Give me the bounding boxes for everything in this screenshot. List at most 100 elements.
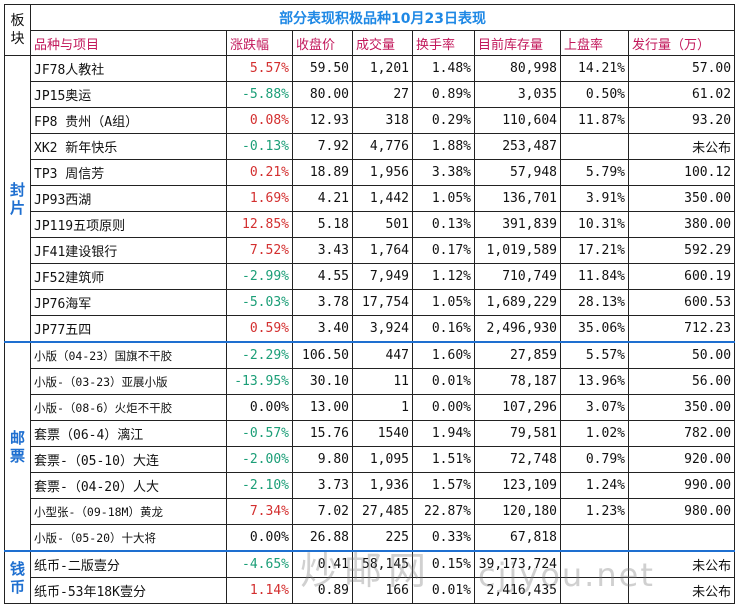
table-row: XK2 新年快乐 -0.13% 7.92 4,776 1.88% 253,487 未公布 [5, 133, 736, 160]
row-name: 小版-（03-23）亚展小版 [30, 368, 227, 395]
row-stock: 79,581 [474, 420, 561, 447]
row-rate: 0.50% [560, 81, 629, 108]
row-close: 4.55 [292, 263, 353, 290]
row-rate: 11.84% [560, 263, 629, 290]
row-turnover: 1.12% [412, 263, 475, 290]
row-issue: 712.23 [627, 315, 736, 343]
row-name: JP77五四 [30, 315, 227, 343]
col-header-close: 收盘价 [292, 30, 353, 56]
row-name: JP119五项原则 [30, 211, 227, 238]
table-row: JP93西湖 1.69% 4.21 1,442 1.05% 136,701 3.91% 350… [5, 185, 736, 212]
row-issue: 61.02 [627, 81, 736, 108]
row-change: -0.57% [226, 420, 293, 447]
row-name: XK2 新年快乐 [30, 133, 227, 160]
row-issue: 600.53 [627, 289, 736, 316]
row-close: 3.40 [292, 315, 353, 343]
row-change: 5.57% [226, 55, 293, 82]
row-turnover: 1.51% [412, 446, 475, 473]
row-close: 59.50 [292, 55, 353, 82]
row-rate: 1.23% [560, 498, 629, 525]
row-volume: 1,201 [352, 55, 413, 82]
table-title: 部分表现积极品种10月23日表现 [29, 4, 736, 31]
row-name: 套票-（05-10）大连 [30, 446, 227, 473]
row-issue: 990.00 [627, 472, 736, 499]
row-volume: 7,949 [352, 263, 413, 290]
row-name: JP93西湖 [30, 185, 227, 212]
table-row: 小型张-（09-18M）黄龙 7.34% 7.02 27,485 22.87% 120,1… [5, 498, 736, 525]
watermark-url: cjjyou.net [478, 556, 655, 594]
row-rate [560, 524, 629, 552]
table-row: JP15奥运 -5.88% 80.00 27 0.89% 3,035 0.50% 61.02 [5, 81, 736, 108]
row-change: 0.08% [226, 107, 293, 134]
row-turnover: 1.60% [412, 341, 475, 369]
row-rate: 11.87% [560, 107, 629, 134]
row-stock: 57,948 [474, 159, 561, 186]
row-volume: 1,764 [352, 237, 413, 264]
row-stock: 72,748 [474, 446, 561, 473]
row-stock: 2,496,930 [474, 315, 561, 343]
row-turnover: 0.16% [412, 315, 475, 343]
col-header-stock: 目前库存量 [474, 30, 561, 56]
row-rate: 10.31% [560, 211, 629, 238]
market-table: 板块 部分表现积极品种10月23日表现 品种与项目 涨跌幅 收盘价 成交量 换手… [4, 4, 736, 604]
row-name: 小型张-（09-18M）黄龙 [30, 498, 227, 525]
row-rate: 0.79% [560, 446, 629, 473]
row-change: 1.14% [226, 577, 293, 604]
row-issue: 350.00 [627, 185, 736, 212]
row-stock: 27,859 [474, 341, 561, 369]
table-row: 邮票 小版（04-23）国旗不干胶 -2.29% 106.50 447 1.60% 27,8… [4, 341, 736, 552]
row-name: FP8 贵州（A组） [30, 107, 227, 134]
table-row: JP76海军 -5.03% 3.78 17,754 1.05% 1,689,229 28.1… [5, 289, 736, 316]
row-stock: 1,019,589 [474, 237, 561, 264]
table-row: 套票（06-4）漓江 -0.57% 15.76 1540 1.94% 79,581 1.02… [5, 420, 736, 447]
row-change: 7.52% [226, 237, 293, 264]
table-row: JF52建筑师 -2.99% 4.55 7,949 1.12% 710,749 11.84%… [5, 263, 736, 290]
row-volume: 447 [352, 341, 413, 369]
row-name: 小版（04-23）国旗不干胶 [30, 341, 227, 369]
table-row: 小版-（05-20）十大将 0.00% 26.88 225 0.33% 67,818 [5, 524, 736, 552]
row-volume: 1540 [352, 420, 413, 447]
row-name: 纸币-二版壹分 [30, 550, 227, 578]
row-stock: 123,109 [474, 472, 561, 499]
row-change: -0.13% [226, 133, 293, 160]
row-close: 3.73 [292, 472, 353, 499]
table-row: 套票-（05-10）大连 -2.00% 9.80 1,095 1.51% 72,748 0.… [5, 446, 736, 473]
row-rate: 3.91% [560, 185, 629, 212]
row-turnover: 0.00% [412, 394, 475, 421]
row-turnover: 22.87% [412, 498, 475, 525]
row-rate [560, 577, 629, 604]
table-row: TP3 周信芳 0.21% 18.89 1,956 3.38% 57,948 5.79% 10… [5, 159, 736, 186]
row-stock: 136,701 [474, 185, 561, 212]
row-stock: 710,749 [474, 263, 561, 290]
row-issue: 未公布 [627, 577, 736, 604]
row-close: 13.00 [292, 394, 353, 421]
table-row: 小版-（03-23）亚展小版 -13.95% 30.10 11 0.01% 78,187 1… [5, 368, 736, 395]
row-close: 30.10 [292, 368, 353, 395]
row-change: 0.00% [226, 524, 293, 552]
row-rate: 5.57% [560, 341, 629, 369]
row-volume: 318 [352, 107, 413, 134]
row-stock: 78,187 [474, 368, 561, 395]
row-change: -2.00% [226, 446, 293, 473]
row-volume: 11 [352, 368, 413, 395]
row-turnover: 0.01% [412, 368, 475, 395]
block-header-cell: 板块 [4, 4, 31, 56]
table-row: 小版-（08-6）火炬不干胶 0.00% 13.00 1 0.00% 107,296 3.0… [5, 394, 736, 421]
row-volume: 27,485 [352, 498, 413, 525]
row-change: 1.69% [226, 185, 293, 212]
row-rate: 13.96% [560, 368, 629, 395]
row-name: 套票（06-4）漓江 [30, 420, 227, 447]
block-label: 封片 [4, 55, 31, 343]
row-stock: 3,035 [474, 81, 561, 108]
row-volume: 17,754 [352, 289, 413, 316]
row-name: 小版-（05-20）十大将 [30, 524, 227, 552]
row-turnover: 1.88% [412, 133, 475, 160]
row-issue: 350.00 [627, 394, 736, 421]
row-issue: 920.00 [627, 446, 736, 473]
row-close: 106.50 [292, 341, 353, 369]
row-turnover: 0.17% [412, 237, 475, 264]
row-close: 5.18 [292, 211, 353, 238]
row-issue: 93.20 [627, 107, 736, 134]
col-header-turnover: 换手率 [412, 30, 475, 56]
row-stock: 391,839 [474, 211, 561, 238]
